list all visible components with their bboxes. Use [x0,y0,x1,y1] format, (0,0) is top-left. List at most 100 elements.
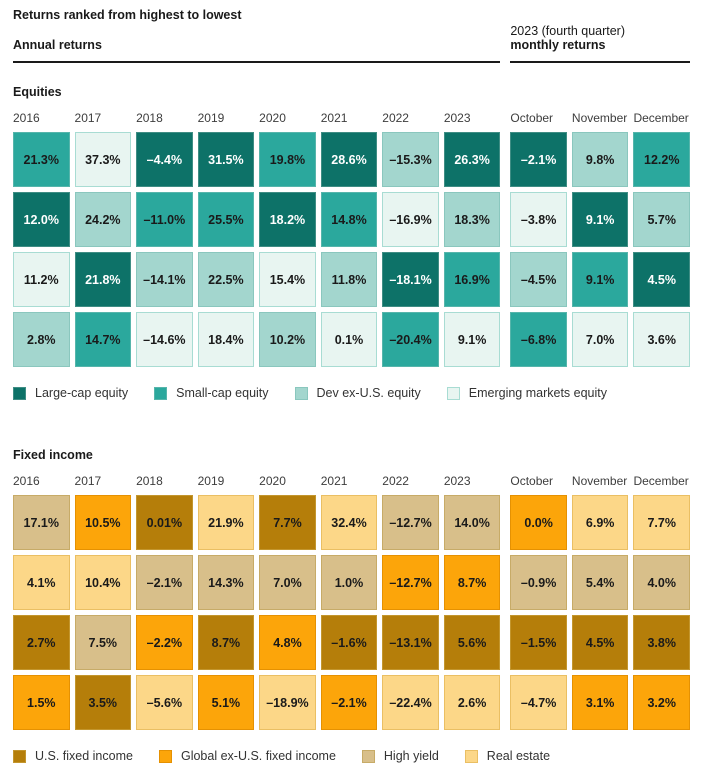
return-cell: –22.4% [382,675,439,730]
column-header: 2017 [74,111,102,125]
return-cell: 3.1% [571,675,629,730]
return-cell: –12.7% [382,495,439,550]
column-header: November [571,474,628,488]
chart-title: Returns ranked from highest to lowest [13,8,242,22]
return-cell: 26.3% [443,132,501,187]
return-cell: 3.6% [633,312,690,367]
return-cell: 9.1% [571,252,629,307]
return-cell: –14.1% [136,252,193,307]
column-header: 2020 [259,474,286,488]
column-header: October [510,111,554,125]
return-cell: –18.9% [259,675,316,730]
return-cell: 15.4% [259,252,316,307]
return-cell: –4.4% [136,132,193,187]
return-cell: 0.0% [510,495,567,550]
return-cell: 3.2% [633,675,690,730]
return-cell: 4.8% [259,615,316,670]
return-cell: 11.8% [320,252,378,307]
chart-header: Returns ranked from highest to lowest An… [13,8,690,63]
return-cell: 10.2% [259,312,316,367]
return-cell: 37.3% [74,132,132,187]
return-cell: 5.4% [571,555,629,610]
return-cell: 31.5% [197,132,255,187]
emerging-swatch [446,386,460,400]
column-header: 2019 [197,111,225,125]
return-cell: –2.2% [136,615,193,670]
return-cell: 4.1% [13,555,70,610]
monthly-returns-label: monthly returns [510,38,606,52]
legend-item: Small-cap equity [154,386,269,400]
return-cell: –13.1% [382,615,439,670]
column-header: October [510,474,554,488]
return-cell: 8.7% [443,555,501,610]
dev-swatch [294,386,308,400]
return-cell: 18.2% [259,192,316,247]
equities-return-grid: 21.3% 37.3% –4.4% 31.5% 19.8% 28.6% –15.3% 26.3… [13,132,690,367]
return-cell: –4.7% [510,675,567,730]
large-swatch [13,386,26,400]
return-cell: 5.7% [633,192,690,247]
return-cell: 11.2% [13,252,70,307]
return-cell: 3.8% [633,615,690,670]
return-cell: 17.1% [13,495,70,550]
return-cell: 9.1% [571,192,629,247]
return-cell: 25.5% [197,192,255,247]
legend-item: Real estate [464,749,551,763]
small-swatch [154,386,168,400]
column-header: 2023 [443,474,471,488]
return-cell: –20.4% [382,312,439,367]
return-cell: 2.6% [443,675,501,730]
return-cell: 3.5% [74,675,132,730]
return-cell: –2.1% [510,132,567,187]
legend-label: Real estate [486,749,551,763]
return-cell: –2.1% [320,675,378,730]
fixed-income-section-title: Fixed income [13,448,93,462]
legend-item: Dev ex-U.S. equity [294,386,421,400]
fixed-income-section: Fixed income 2016 2017 2018 2019 2020 2021 202… [13,448,690,763]
return-cell: 4.5% [571,615,629,670]
column-header: 2018 [136,474,163,488]
global-swatch [158,749,172,763]
return-cell: 19.8% [259,132,316,187]
column-header: 2019 [197,474,225,488]
return-cell: –14.6% [136,312,193,367]
legend-label: U.S. fixed income [35,749,133,763]
legend-item: U.S. fixed income [13,749,133,763]
column-header: 2021 [320,474,348,488]
legend-item: Emerging markets equity [446,386,608,400]
return-cell: 2.7% [13,615,70,670]
legend-item: Large-cap equity [13,386,128,400]
return-cell: –4.5% [510,252,567,307]
column-header: 2022 [382,111,409,125]
return-cell: 18.3% [443,192,501,247]
return-cell: 2.8% [13,312,70,367]
return-cell: 32.4% [320,495,378,550]
legend-label: Global ex-U.S. fixed income [180,749,336,763]
equities-legend: Large-cap equity Small-cap equity Dev ex-U… [13,386,690,400]
return-cell: –5.6% [136,675,193,730]
return-cell: –12.7% [382,555,439,610]
legend-label: Emerging markets equity [468,386,608,400]
column-header: 2022 [382,474,409,488]
legend-label: High yield [383,749,439,763]
column-header: 2018 [136,111,163,125]
return-cell: 1.5% [13,675,70,730]
equities-column-headers: 2016 2017 2018 2019 2020 2021 2022 2023 October N… [13,111,690,125]
return-cell: –15.3% [382,132,439,187]
return-cell: 14.3% [197,555,255,610]
column-header: 2016 [13,474,40,488]
us-swatch [13,749,26,763]
fixed-income-legend: U.S. fixed income Global ex-U.S. fixed in… [13,749,690,763]
return-cell: –11.0% [136,192,193,247]
return-cell: –6.8% [510,312,567,367]
return-cell: 12.2% [633,132,690,187]
return-cell: 14.8% [320,192,378,247]
return-cell: 14.0% [443,495,501,550]
column-header: November [571,111,628,125]
return-cell: 18.4% [197,312,255,367]
return-cell: 4.0% [633,555,690,610]
legend-item: High yield [361,749,439,763]
return-cell: –0.9% [510,555,567,610]
return-cell: 9.8% [571,132,629,187]
column-header: 2017 [74,474,102,488]
